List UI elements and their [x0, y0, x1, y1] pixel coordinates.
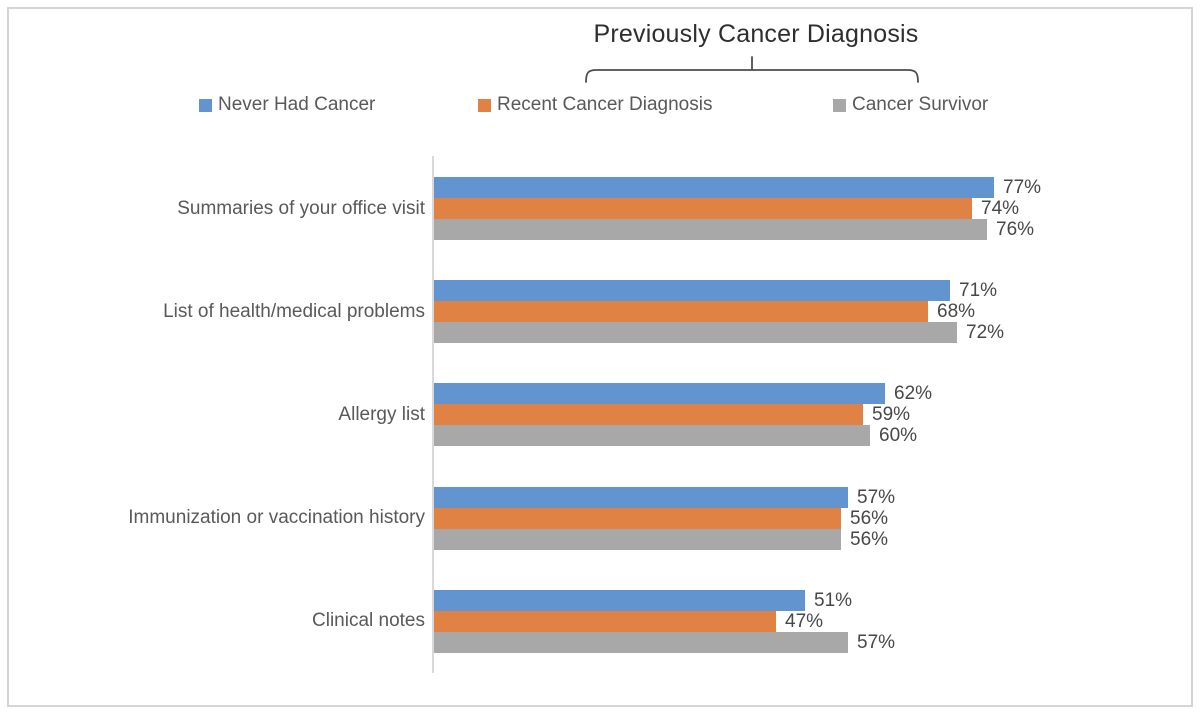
- data-label: 60%: [879, 425, 918, 446]
- data-label: 51%: [814, 590, 853, 611]
- bar-recent-cancer-diagnosis-row2: [434, 301, 928, 322]
- data-label: 74%: [981, 198, 1020, 219]
- bar-never-had-cancer-row3: [434, 383, 885, 404]
- legend-swatch-icon: [833, 98, 846, 112]
- brace-annotation-icon: [585, 56, 919, 83]
- bar-recent-cancer-diagnosis-row5: [434, 611, 776, 632]
- category-label: Summaries of your office visit: [177, 198, 425, 219]
- bar-recent-cancer-diagnosis-row1: [434, 198, 972, 219]
- bar-cancer-survivor-row1: [434, 219, 987, 240]
- data-label: 62%: [894, 383, 933, 404]
- data-label: 76%: [996, 219, 1035, 240]
- bar-never-had-cancer-row2: [434, 280, 950, 301]
- bar-recent-cancer-diagnosis-row4: [434, 508, 841, 529]
- bar-cancer-survivor-row2: [434, 322, 957, 343]
- category-label: Clinical notes: [312, 610, 425, 631]
- y-axis-line: [432, 156, 434, 673]
- data-label: 77%: [1003, 177, 1042, 198]
- data-label: 57%: [857, 632, 896, 653]
- legend-item-1: Never Had Cancer: [199, 93, 375, 117]
- data-label: 71%: [959, 280, 998, 301]
- legend-label: Cancer Survivor: [852, 94, 989, 115]
- legend-item-2: Recent Cancer Diagnosis: [478, 93, 712, 117]
- legend-item-3: Cancer Survivor: [833, 93, 988, 117]
- category-label: List of health/medical problems: [163, 301, 425, 322]
- category-label: Allergy list: [338, 404, 425, 425]
- bar-never-had-cancer-row5: [434, 590, 805, 611]
- bar-recent-cancer-diagnosis-row3: [434, 404, 863, 425]
- category-label: Immunization or vaccination history: [128, 507, 425, 528]
- legend-label: Never Had Cancer: [218, 94, 376, 115]
- legend-swatch-icon: [478, 98, 491, 112]
- data-label: 72%: [966, 322, 1005, 343]
- bar-cancer-survivor-row5: [434, 632, 848, 653]
- data-label: 57%: [857, 487, 896, 508]
- data-label: 47%: [785, 611, 824, 632]
- legend-swatch-icon: [199, 98, 212, 112]
- bar-cancer-survivor-row4: [434, 529, 841, 550]
- bar-never-had-cancer-row4: [434, 487, 848, 508]
- chart-title: Previously Cancer Diagnosis: [593, 20, 919, 48]
- data-label: 56%: [850, 529, 889, 550]
- data-label: 59%: [872, 404, 911, 425]
- bar-cancer-survivor-row3: [434, 425, 870, 446]
- data-label: 68%: [937, 301, 976, 322]
- legend-label: Recent Cancer Diagnosis: [497, 94, 713, 115]
- data-label: 56%: [850, 508, 889, 529]
- bar-never-had-cancer-row1: [434, 177, 994, 198]
